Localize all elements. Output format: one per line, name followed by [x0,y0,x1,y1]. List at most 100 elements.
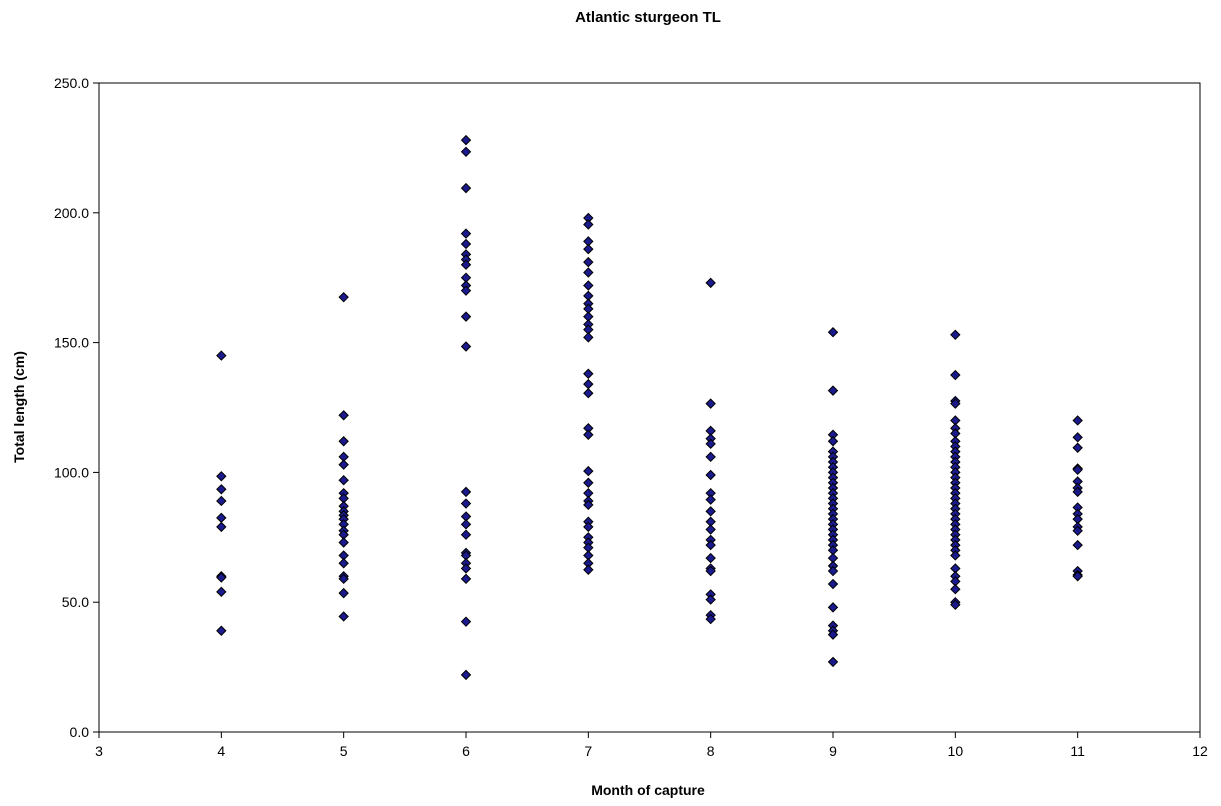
data-point [1072,442,1083,453]
data-point [705,451,716,463]
data-point [583,429,594,440]
x-tick-label: 7 [584,743,592,759]
data-point [1072,464,1083,476]
data-point [827,565,839,577]
data-point [338,537,349,548]
data-point [1072,415,1083,426]
y-axis: 0.0 50.0 100.0 150.0 200.0 250.0 [54,75,99,740]
data-point [705,494,716,505]
data-point [1072,571,1083,582]
data-point [216,495,227,507]
data-point [460,311,472,322]
data-point [338,410,349,421]
data-point [460,669,472,681]
data-point [705,506,716,517]
data-point [705,565,716,577]
data-point [705,539,716,551]
data-point [216,586,227,598]
data-point [950,329,961,341]
data-point [1072,525,1083,537]
chart-title: Atlantic sturgeon TL [575,9,721,26]
data-point [950,369,961,381]
data-point [216,625,227,636]
x-tick-label: 11 [1070,743,1085,759]
y-tick-label: 200.0 [54,205,89,221]
data-point [460,259,472,270]
data-point [583,477,594,488]
data-point [583,219,594,230]
data-point [338,291,349,303]
y-axis-label: Total length (cm) [11,351,27,463]
data-point [583,521,594,533]
data-point [583,368,594,379]
data-point [460,134,472,146]
data-point [827,578,839,590]
y-tick-label: 0.0 [70,724,90,740]
data-point [1072,432,1083,443]
x-axis: 3 4 5 6 7 8 9 10 11 12 [95,732,1208,759]
data-point [338,459,349,470]
data-point [460,146,472,158]
data-point [583,388,594,399]
data-point [827,629,839,640]
x-tick-label: 9 [829,743,837,759]
data-point [705,613,716,625]
data-point [583,499,594,511]
y-tick-label: 100.0 [54,464,89,480]
data-point [460,228,472,239]
data-point [583,332,594,343]
data-point [583,378,594,390]
data-point [338,474,349,486]
data-point [583,465,594,477]
y-tick-label: 50.0 [62,594,89,610]
data-point [460,563,472,574]
data-point [338,573,349,585]
data-point [705,277,716,289]
data-point [1072,486,1083,498]
plot-area [98,82,1201,733]
data-point [460,498,472,509]
data-points [216,134,1083,681]
data-point [460,616,472,627]
data-point [583,267,594,278]
data-point [827,327,839,338]
data-point [460,529,472,540]
data-point [338,587,349,599]
data-point [338,611,349,622]
data-point [705,438,716,450]
data-point [583,564,594,575]
data-point [705,398,716,409]
data-point [460,182,472,194]
data-point [705,594,716,605]
data-point [216,512,227,524]
data-point [950,398,961,409]
data-point [460,285,472,296]
x-tick-label: 10 [948,743,964,759]
data-point [216,572,227,583]
data-point [460,573,472,585]
data-point [827,602,839,613]
data-point [460,486,472,498]
data-point [460,519,472,530]
data-point [950,599,961,611]
data-point [338,558,349,569]
data-point [705,524,716,535]
data-point [460,341,472,352]
data-point [216,350,227,361]
data-point [705,552,716,564]
data-point [950,584,961,595]
data-point [216,521,227,533]
data-point [583,256,594,268]
x-tick-label: 8 [707,743,715,759]
x-tick-label: 4 [217,743,225,759]
x-tick-label: 12 [1192,743,1208,759]
y-tick-label: 250.0 [54,75,89,91]
x-axis-label: Month of capture [591,782,705,798]
x-tick-label: 5 [340,743,348,759]
data-point [460,238,472,250]
data-point [583,243,594,255]
data-point [216,484,227,495]
data-point [827,385,839,396]
x-tick-label: 6 [462,743,470,759]
